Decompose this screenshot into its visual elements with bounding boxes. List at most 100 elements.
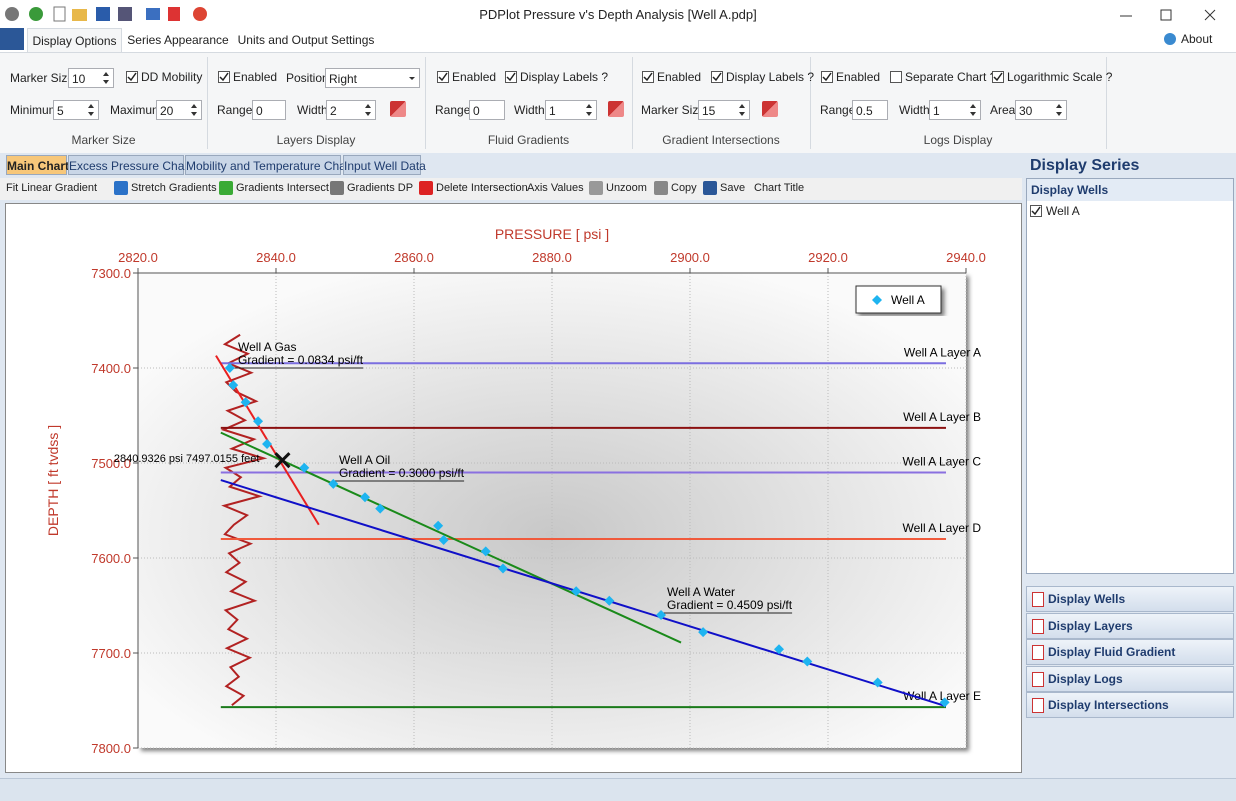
data-point [480, 546, 491, 557]
checkbox[interactable] [505, 71, 517, 83]
gradient-label: Gradient = 0.4509 psi/ft [667, 598, 793, 612]
toolbar-icon [589, 181, 603, 195]
toolbar-button[interactable]: Chart Title [754, 182, 805, 194]
spin-arrows[interactable] [738, 101, 746, 128]
toolbar-icon [330, 181, 344, 195]
panel-button-bg[interactable] [1026, 586, 1234, 612]
x-tick-label: 2920.0 [808, 250, 848, 265]
checkbox[interactable] [711, 71, 723, 83]
data-point [939, 697, 950, 708]
ribbon-tab[interactable]: Display Options [27, 28, 122, 52]
chart-toolbar: Fit Linear Gradient Stretch Gradients Grad… [0, 178, 1022, 200]
spin-box[interactable]: 10 [68, 68, 114, 88]
toolbar-button[interactable]: Stretch Gradients [131, 182, 217, 194]
about-button[interactable]: About [1181, 32, 1213, 46]
panel-button[interactable]: Display Wells [1048, 592, 1126, 606]
ribbon-separator [810, 57, 811, 149]
layer-label: Well A Layer C [903, 455, 982, 469]
app-menu-button[interactable] [0, 28, 24, 50]
spin-box[interactable]: 2 [326, 100, 376, 120]
panel-button[interactable]: Display Intersections [1048, 698, 1169, 712]
data-point [872, 677, 883, 688]
y-axis-title: DEPTH [ ft tvdss ] [45, 425, 61, 536]
panel-button[interactable]: Display Logs [1048, 671, 1123, 686]
text-box[interactable]: 0.5 [852, 100, 888, 120]
spin-box[interactable]: 1 [929, 100, 981, 120]
data-point [802, 656, 813, 667]
data-point [253, 416, 264, 427]
ribbon-group-label: Fluid Gradients [487, 133, 570, 147]
data-point [698, 627, 709, 638]
toolbar-button[interactable]: Fit Linear Gradient [6, 182, 98, 194]
checkbox[interactable] [642, 71, 654, 83]
panel-button-bg[interactable] [1026, 639, 1234, 665]
panel-button[interactable]: Display Layers [1048, 618, 1133, 633]
toolbar-button[interactable]: Axis Values [527, 182, 584, 194]
toolbar-button[interactable]: Save [720, 182, 746, 194]
panel-button-icon [1032, 592, 1044, 607]
data-point [228, 380, 239, 391]
well-checkbox[interactable] [1030, 205, 1042, 217]
spin-arrows[interactable] [102, 69, 110, 96]
spin-box[interactable]: 1 [545, 100, 597, 120]
spin-arrows[interactable] [1055, 101, 1063, 128]
spin-box[interactable]: 15 [698, 100, 750, 120]
checkbox[interactable] [126, 71, 138, 83]
spin-arrows[interactable] [585, 101, 593, 128]
ribbon-tab[interactable]: Units and Output Settings [237, 33, 375, 47]
spin-arrows[interactable] [969, 101, 977, 128]
font-button[interactable] [390, 101, 406, 117]
ribbon-separator [1106, 57, 1107, 149]
field-label: Range [820, 103, 856, 117]
spin-arrows[interactable] [408, 69, 416, 96]
intersection-marker [274, 452, 291, 469]
x-tick-label: 2840.0 [256, 250, 296, 265]
toolbar-button[interactable]: Gradients Intersect [236, 182, 329, 194]
toolbar-button[interactable]: Unzoom [606, 182, 647, 194]
text-box[interactable]: 0 [252, 100, 286, 120]
panel-button[interactable]: Display Fluid Gradient [1048, 645, 1176, 659]
y-tick-label: 7800.0 [91, 741, 131, 756]
spin-box[interactable]: 20 [156, 100, 202, 120]
quick-access-icons [5, 6, 207, 22]
ribbon-tab-bar: Display Options Series Appearance Units an… [0, 28, 1236, 52]
field-label: Range [435, 103, 471, 117]
spin-box[interactable]: 5 [53, 100, 99, 120]
gradient-line [220, 479, 947, 708]
toolbar-button[interactable]: Delete Intersection [436, 182, 528, 194]
field-label: Maximum [110, 103, 163, 117]
window-controls[interactable] [1110, 6, 1230, 24]
panel-button-bg[interactable] [1026, 692, 1234, 718]
chart-tab[interactable]: Mobility and Temperature Chart [185, 155, 353, 175]
checkbox[interactable] [437, 71, 449, 83]
checkbox[interactable] [218, 71, 230, 83]
dropdown[interactable]: Right [325, 68, 420, 88]
checkbox[interactable] [992, 71, 1004, 83]
spin-box[interactable]: 30 [1015, 100, 1067, 120]
side-panel: Display Series Display Wells Well A Display… [1025, 153, 1235, 778]
spin-arrows[interactable] [364, 101, 372, 128]
chart-tab[interactable]: Main Chart [6, 155, 69, 175]
gradient-name: Well A Water [667, 585, 735, 599]
chart-tab[interactable]: Input Well Data [343, 155, 426, 175]
field-label: Width [297, 103, 328, 117]
ribbon-tab[interactable]: Series Appearance [127, 33, 229, 47]
toolbar-button[interactable]: Gradients DP [347, 182, 414, 194]
x-tick-label: 2900.0 [670, 250, 710, 265]
spin-arrows[interactable] [87, 101, 95, 128]
panel-button-bg[interactable] [1026, 665, 1234, 692]
ribbon: Marker Size Marker Size 10 DD Mobility Minim… [0, 52, 1236, 154]
text-box[interactable]: 0 [469, 100, 505, 120]
font-button[interactable] [608, 101, 624, 117]
data-point [656, 610, 667, 620]
font-button[interactable] [762, 101, 778, 117]
gradient-name: Well A Gas [238, 340, 296, 354]
spin-arrows[interactable] [190, 101, 198, 128]
toolbar-icon [419, 181, 433, 195]
panel-button-bg[interactable] [1026, 612, 1234, 639]
x-tick-label: 2860.0 [394, 250, 434, 265]
checkbox[interactable] [890, 71, 902, 83]
checkbox[interactable] [821, 71, 833, 83]
chart-tab[interactable]: Excess Pressure Chart [68, 155, 192, 175]
toolbar-button[interactable]: Copy [671, 182, 697, 194]
